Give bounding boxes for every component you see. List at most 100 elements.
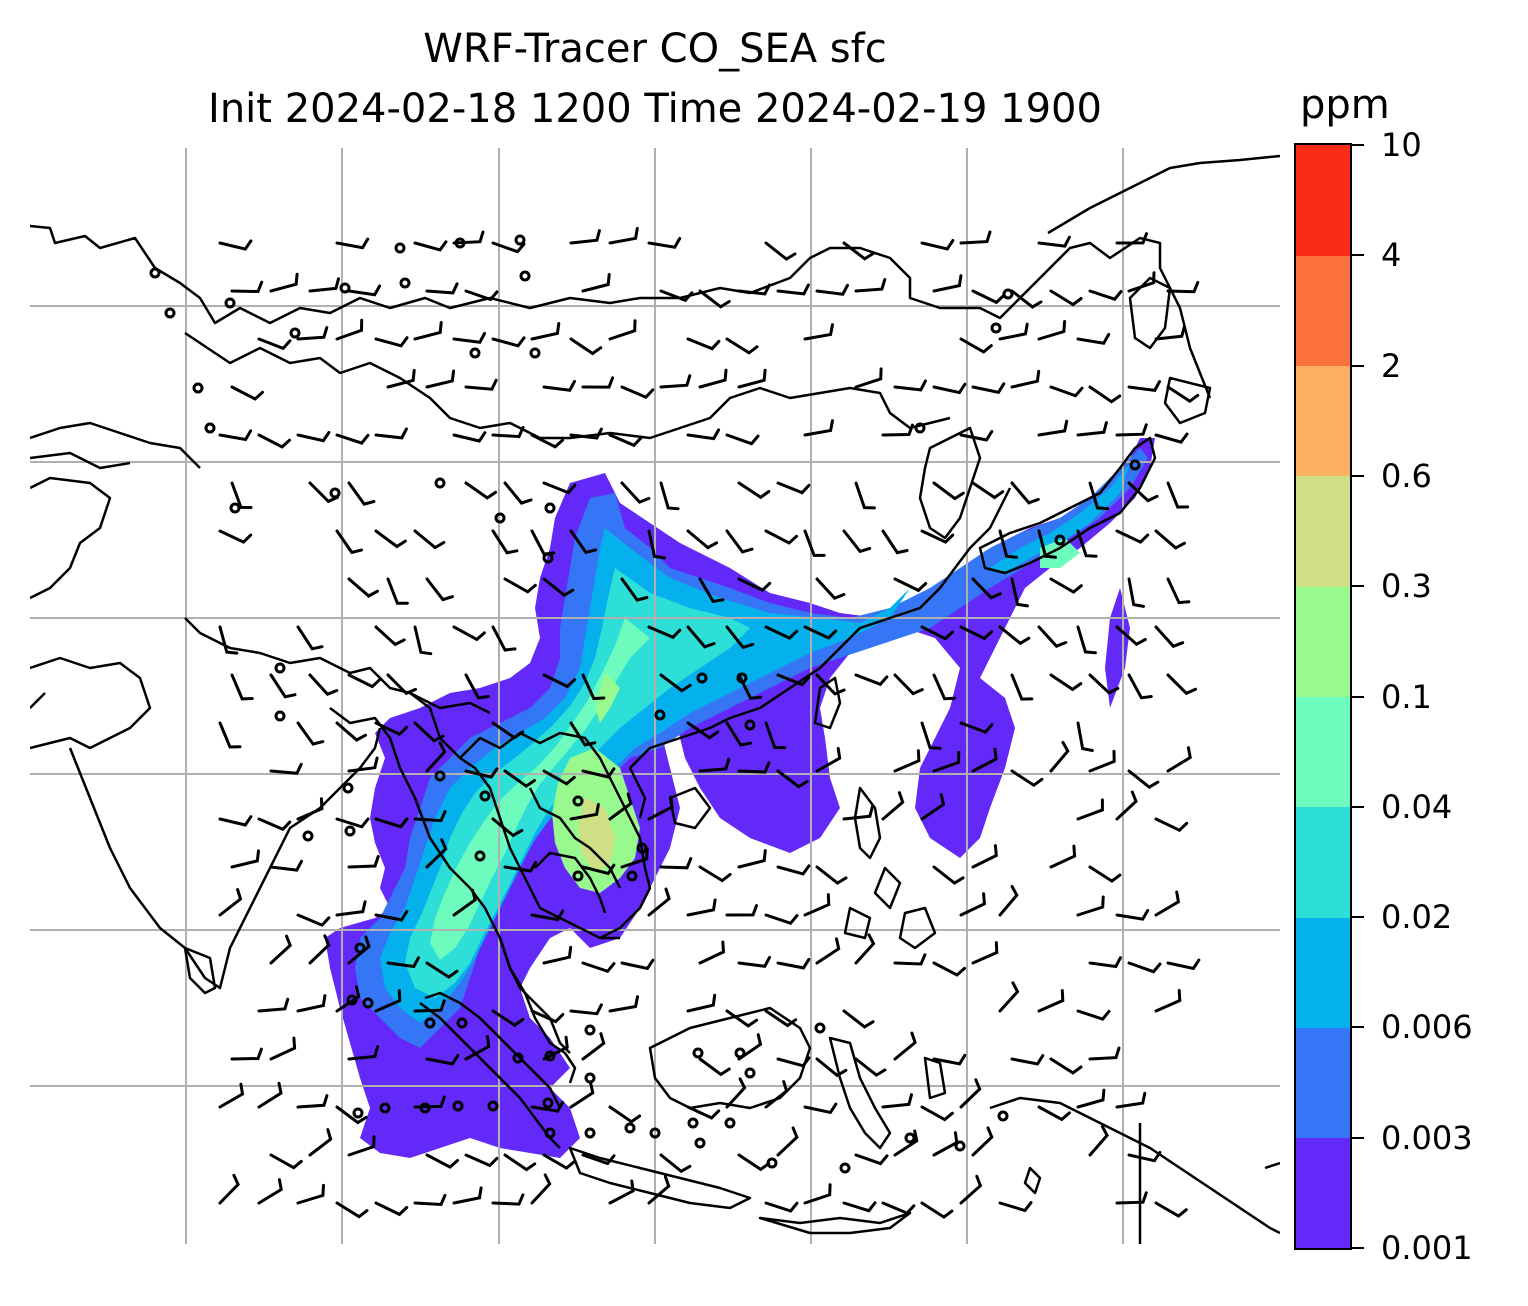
wind-barb [335, 237, 370, 250]
wind-barb [335, 1201, 369, 1219]
map-title-line1: WRF-Tracer CO_SEA sfc [423, 26, 887, 72]
calm-wind-marker [479, 790, 491, 802]
wind-barb [1037, 235, 1071, 248]
wind-barb [386, 577, 409, 605]
wind-barb [608, 226, 639, 245]
wind-barb [374, 721, 409, 736]
colorbar-tick [1352, 916, 1364, 919]
wind-barb [491, 1009, 525, 1028]
wind-barb [1049, 740, 1070, 773]
colorbar-tick [1352, 254, 1364, 257]
wind-barb [503, 769, 536, 788]
calm-wind-marker [544, 502, 556, 514]
wind-barb [452, 431, 487, 443]
wind-barb [776, 481, 811, 495]
wind-barb [413, 999, 446, 1013]
wind-barb [296, 797, 324, 821]
colorbar-tick-label: 4 [1381, 236, 1402, 275]
calm-wind-marker [224, 297, 236, 309]
wind-barb [257, 997, 290, 1013]
wind-barb [386, 673, 417, 696]
calm-wind-marker [584, 1024, 596, 1036]
wind-barb [803, 419, 834, 437]
colorbar-band [1296, 917, 1350, 1028]
wind-barb [764, 529, 798, 545]
wind-barb [1088, 749, 1116, 773]
wind-barb [737, 849, 767, 869]
wind-barb [1115, 1191, 1148, 1205]
wind-barb [1154, 1201, 1188, 1218]
wind-barb [725, 721, 753, 747]
calm-wind-marker [572, 870, 584, 882]
wind-barb [1076, 1088, 1106, 1109]
wind-barb [893, 1031, 917, 1061]
calm-wind-marker [519, 270, 531, 282]
colorbar-tick [1352, 585, 1364, 588]
wind-barb [971, 844, 998, 869]
wind-barb [1088, 956, 1122, 969]
calm-wind-marker [399, 277, 411, 289]
wind-barb [842, 1201, 877, 1213]
calm-wind-marker [352, 1107, 364, 1119]
wind-barb [1154, 432, 1189, 444]
wind-barb [698, 865, 732, 883]
wind-barb [269, 934, 292, 965]
wind-barb [737, 1033, 763, 1061]
wind-barb [569, 803, 600, 821]
calm-wind-marker [724, 1117, 736, 1129]
wind-barb [881, 791, 905, 821]
calm-wind-marker [329, 487, 341, 499]
wind-barb [725, 904, 758, 917]
wind-barb [998, 1201, 1033, 1213]
calm-wind-marker [904, 1132, 916, 1144]
calm-wind-marker [649, 1127, 661, 1139]
wind-barb [737, 481, 771, 500]
wind-barb [815, 673, 846, 696]
wind-barb [347, 756, 379, 773]
calm-wind-marker [362, 997, 374, 1009]
wind-barb [776, 1056, 811, 1068]
wind-barb [920, 625, 955, 641]
calm-wind-marker [452, 1100, 464, 1112]
wind-barb [218, 1173, 240, 1205]
wind-barb [842, 241, 875, 261]
colorbar-tick-label: 2 [1381, 346, 1402, 385]
wind-barb [764, 721, 787, 750]
wind-barb [296, 326, 329, 341]
wind-barb [1088, 481, 1109, 511]
wind-barb [374, 1201, 409, 1217]
wind-barb [335, 721, 367, 742]
wind-barb [815, 577, 846, 600]
wind-barb [530, 909, 565, 922]
wind-barb [959, 230, 992, 245]
wind-barb [1088, 1046, 1121, 1061]
wind-barb [815, 1057, 848, 1078]
wind-barb [569, 229, 601, 245]
calm-wind-marker [744, 719, 756, 731]
wind-barb [569, 337, 603, 356]
wind-barb [776, 769, 809, 789]
wind-barb [893, 953, 927, 966]
wind-barb [308, 481, 339, 504]
wind-barb [764, 1080, 789, 1109]
colorbar-tick-label: 0.006 [1381, 1008, 1473, 1047]
wind-barb [530, 1100, 565, 1113]
wind-barb [1049, 289, 1083, 307]
calm-wind-marker [696, 672, 708, 684]
calm-wind-marker [289, 327, 301, 339]
wind-barb [218, 888, 243, 917]
wind-barb [464, 767, 499, 779]
wind-barb [1076, 1009, 1111, 1021]
wind-barb [230, 673, 254, 701]
wind-barb [1154, 325, 1186, 341]
wind-barb [452, 888, 477, 917]
wind-barb [971, 481, 1005, 500]
wind-barb [776, 864, 811, 876]
wind-barb [881, 1201, 916, 1215]
wind-barb [218, 721, 242, 749]
wind-barb [698, 1057, 731, 1077]
colorbar-tick-label: 10 [1381, 126, 1422, 164]
wind-barb [491, 336, 526, 348]
calm-wind-marker [584, 1072, 596, 1084]
wind-barb [1115, 1091, 1147, 1109]
